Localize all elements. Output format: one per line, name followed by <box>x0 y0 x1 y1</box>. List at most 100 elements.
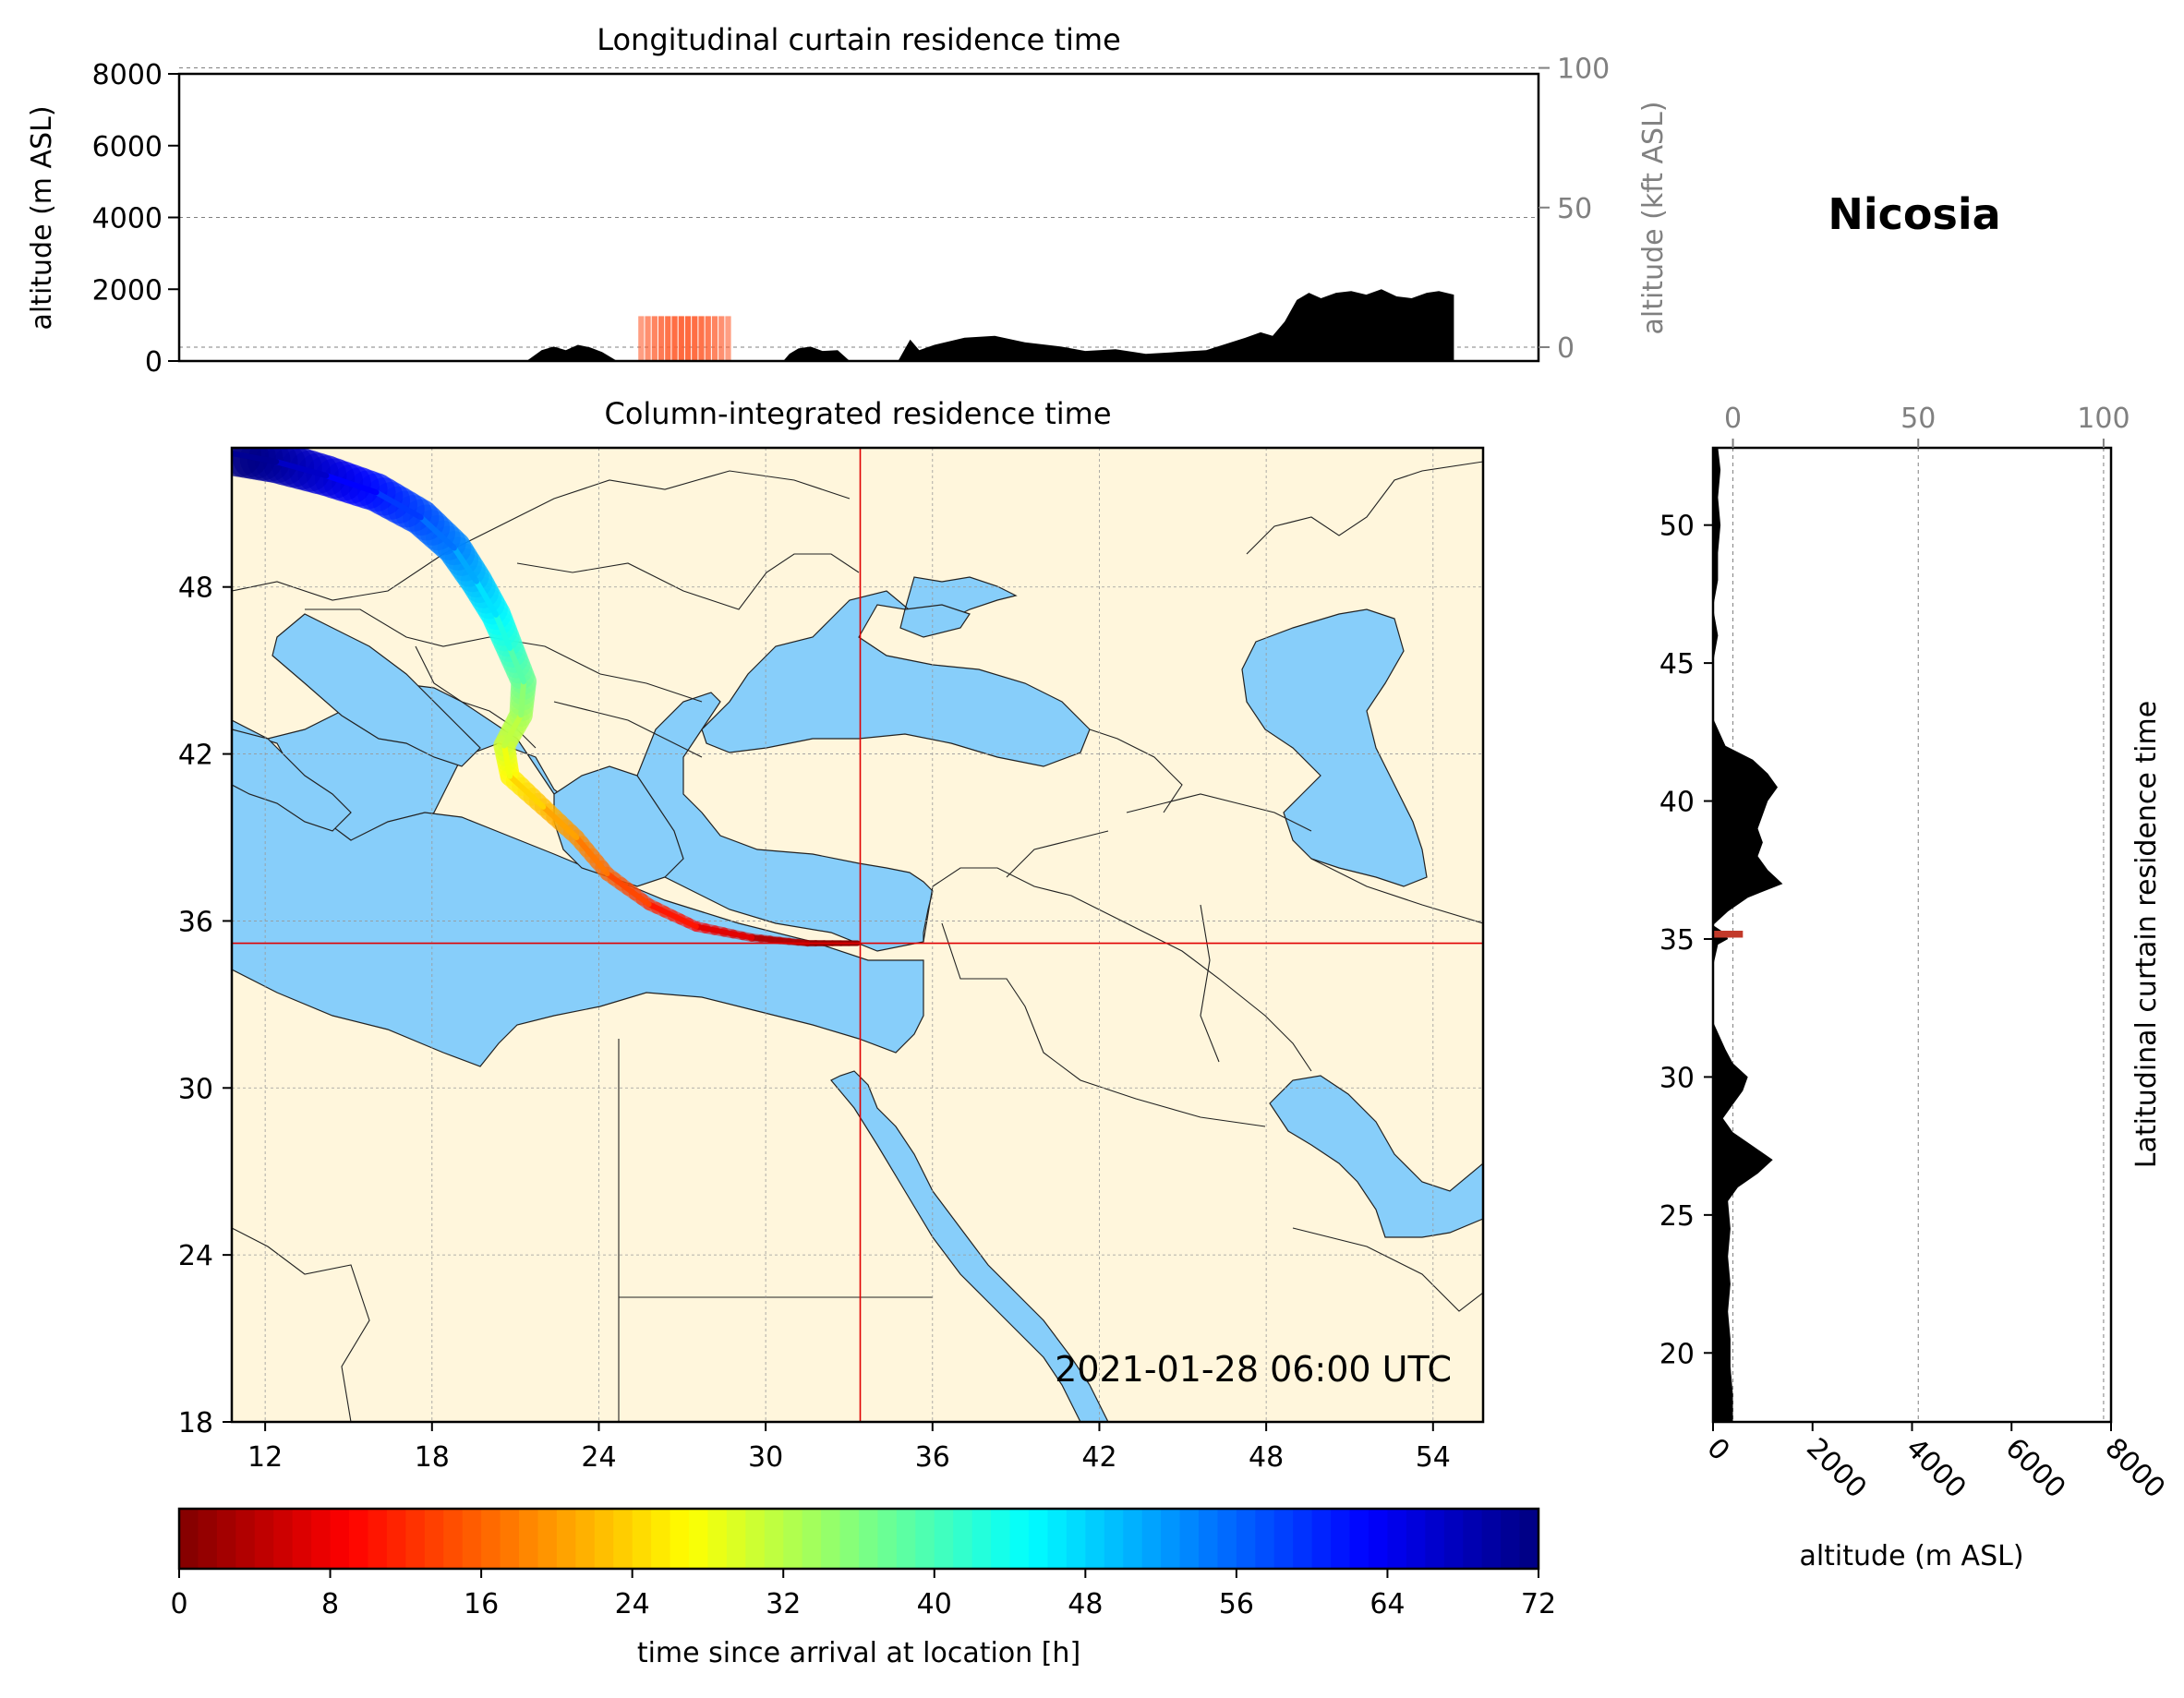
latitudinal-plume <box>1713 931 1744 938</box>
longitudinal-plume-cell <box>692 316 698 361</box>
colorbar-cell <box>349 1509 369 1569</box>
colorbar-cells <box>179 1509 1539 1569</box>
mediterranean-south <box>232 765 924 1067</box>
latitudinal-x-tick-label: 2000 <box>1800 1432 1873 1505</box>
longitudinal-y-ticks: 0 2000 4000 6000 8000 <box>92 59 179 379</box>
colorbar-frame <box>177 1507 1540 1571</box>
colorbar-cell <box>1047 1509 1068 1569</box>
map-title: Column-integrated residence time <box>604 396 1111 431</box>
colorbar-tick-label: 72 <box>1521 1588 1556 1620</box>
latitudinal-y-tick-label: 35 <box>1659 924 1695 957</box>
colorbar-cell <box>1179 1509 1200 1569</box>
latitudinal-kft-tick-label: 0 <box>1724 403 1742 435</box>
trajectory-core <box>604 871 652 908</box>
map-y-tick-label: 48 <box>178 572 213 605</box>
longitudinal-plume-cell <box>718 316 725 361</box>
trajectory-core <box>373 489 424 521</box>
colorbar-cell <box>1085 1509 1105 1569</box>
map-y-tick-label: 18 <box>178 1407 213 1439</box>
map-borders <box>232 461 1483 1422</box>
colorbar-cell <box>519 1509 539 1569</box>
red-sea <box>830 1070 1109 1422</box>
colorbar-cell <box>1387 1509 1407 1569</box>
colorbar-cell <box>594 1509 614 1569</box>
trajectory-core <box>501 712 525 749</box>
colorbar-cell <box>802 1509 822 1569</box>
trajectory-core <box>493 611 513 652</box>
longitudinal-plume-cell <box>651 316 658 361</box>
latitudinal-y-tick-label: 30 <box>1659 1062 1695 1094</box>
latitudinal-x-tick-label: 0 <box>1700 1432 1735 1467</box>
longitudinal-kft-ticks: 0 50 100 <box>1538 54 1610 365</box>
adriatic-sea <box>271 613 481 767</box>
colorbar-cell <box>292 1509 312 1569</box>
colorbar-cell <box>670 1509 690 1569</box>
map-x-tick-label: 24 <box>581 1441 616 1474</box>
map-y-tick-label: 30 <box>178 1073 213 1105</box>
colorbar-cell <box>179 1509 199 1569</box>
trajectory-core <box>473 578 500 618</box>
colorbar-cell <box>915 1509 935 1569</box>
mediterranean-sea <box>232 682 934 952</box>
colorbar-cell <box>896 1509 916 1569</box>
longitudinal-plume-cell <box>658 316 665 361</box>
map-x-tick-label: 42 <box>1081 1441 1116 1474</box>
colorbar-tick-label: 16 <box>464 1588 499 1620</box>
colorbar-cell <box>1349 1509 1370 1569</box>
colorbar-cell <box>726 1509 746 1569</box>
colorbar-ticks: 0 8 16 24 32 40 48 56 64 72 <box>170 1569 1556 1620</box>
longitudinal-plume-cell <box>684 316 692 361</box>
trajectory-core <box>518 679 527 718</box>
colorbar-cell <box>1519 1509 1539 1569</box>
colorbar-cell <box>934 1509 954 1569</box>
map-x-tick-label: 30 <box>748 1441 783 1474</box>
longitudinal-plume-cell <box>678 316 684 361</box>
colorbar-cell <box>1161 1509 1181 1569</box>
longitudinal-plume-cell <box>711 316 718 361</box>
map-x-tick-label: 54 <box>1416 1441 1451 1474</box>
map-x-tick-label: 18 <box>415 1441 450 1474</box>
map-x-tick-label: 36 <box>915 1441 950 1474</box>
longitudinal-terrain-area <box>179 289 1538 361</box>
receptor-crosshair <box>232 448 1483 1422</box>
colorbar-cell <box>953 1509 973 1569</box>
latitudinal-x-ticks: 0 2000 4000 6000 8000 <box>1700 1422 2171 1505</box>
location-title: Nicosia <box>1828 189 2000 239</box>
longitudinal-plume-cell <box>725 316 731 361</box>
map-y-tick-label: 36 <box>178 906 213 938</box>
timestamp-label: 2021-01-28 06:00 UTC <box>1055 1349 1452 1390</box>
colorbar-cell <box>651 1509 671 1569</box>
colorbar-cell <box>1104 1509 1124 1569</box>
longitudinal-kft-tick-label: 100 <box>1557 54 1610 86</box>
colorbar-tick-label: 24 <box>615 1588 650 1620</box>
longitudinal-y-tick-label: 0 <box>145 346 163 379</box>
colorbar-cell <box>1293 1509 1313 1569</box>
colorbar-cell <box>368 1509 388 1569</box>
colorbar-cell <box>764 1509 784 1569</box>
colorbar-cell <box>386 1509 406 1569</box>
map-panel: Column-integrated residence time <box>178 396 1485 1474</box>
colorbar-cell <box>1009 1509 1030 1569</box>
colorbar-cell <box>405 1509 426 1569</box>
longitudinal-y-tick-label: 6000 <box>92 131 163 163</box>
colorbar-cell <box>1255 1509 1275 1569</box>
longitudinal-plume-cell <box>638 316 645 361</box>
trajectory-core <box>501 742 513 779</box>
map-x-ticks: 12 18 24 30 36 42 48 54 <box>247 1422 1451 1474</box>
colorbar-cell <box>481 1509 501 1569</box>
longitudinal-plume-cell <box>665 316 671 361</box>
colorbar-tick-label: 0 <box>170 1588 187 1620</box>
latitudinal-x-tick-label: 8000 <box>2098 1432 2171 1505</box>
longitudinal-curtain-panel: Longitudinal curtain residence time 0 200… <box>26 22 1670 379</box>
colorbar-cell <box>235 1509 256 1569</box>
latitudinal-title: Latitudinal curtain residence time <box>2130 701 2163 1168</box>
longitudinal-kft-tick-label: 0 <box>1557 332 1575 365</box>
colorbar-cell <box>1123 1509 1143 1569</box>
longitudinal-plume-cell <box>671 316 678 361</box>
latitudinal-y-tick-label: 50 <box>1659 511 1695 543</box>
colorbar-cell <box>1199 1509 1219 1569</box>
map-y-ticks: 18 24 30 36 42 48 <box>178 572 232 1439</box>
colorbar-cell <box>1236 1509 1256 1569</box>
trajectory-core <box>507 645 527 685</box>
colorbar-cell <box>216 1509 236 1569</box>
